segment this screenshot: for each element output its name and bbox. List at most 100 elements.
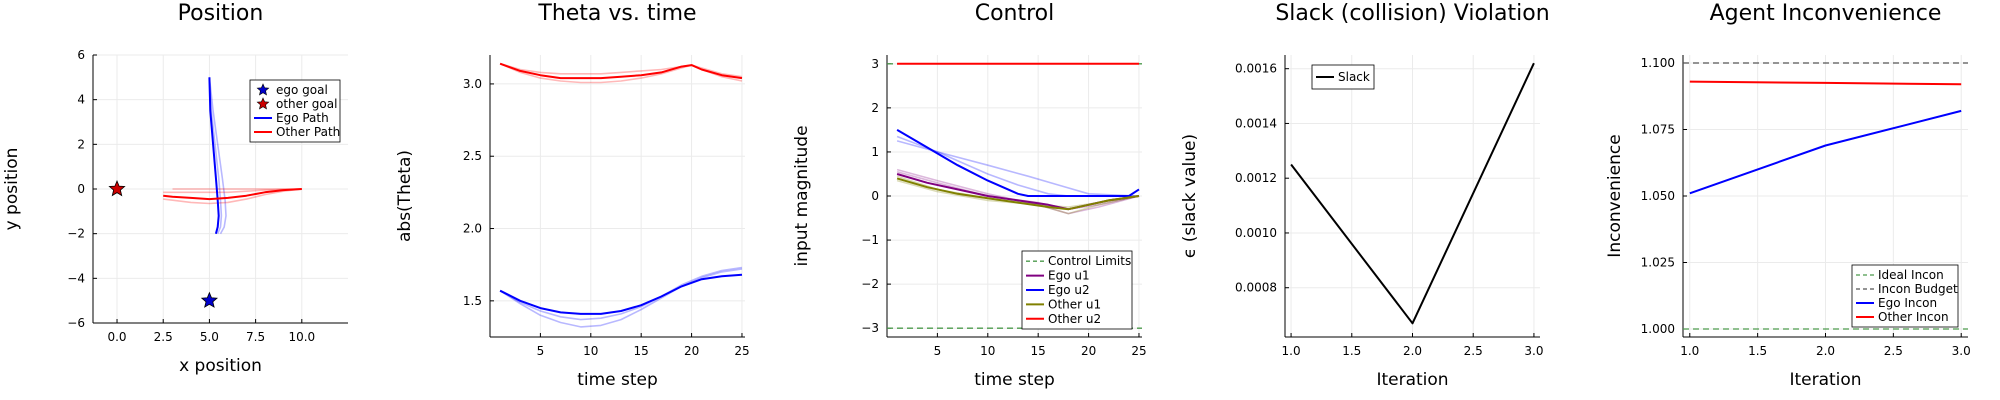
y-tick-label: 0: [77, 182, 85, 196]
y-tick-label: 0.0014: [1235, 116, 1277, 130]
y-tick-label: 0: [871, 189, 879, 203]
x-tick-label: 1.5: [1748, 344, 1767, 358]
legend-label: Control Limits: [1048, 254, 1131, 268]
y-axis-label: ϵ (slack value): [1180, 134, 1200, 258]
plot-area: [1683, 62, 1968, 330]
y-tick-label: 0.0008: [1235, 281, 1277, 295]
faint-series-line: [163, 188, 302, 205]
chart-title: Agent Inconvenience: [1710, 1, 1942, 26]
y-tick-label: 0.0012: [1235, 171, 1277, 185]
y-tick-label: −2: [861, 277, 879, 291]
chart-title: Slack (collision) Violation: [1275, 1, 1549, 26]
x-tick-label: 3.0: [1524, 344, 1543, 358]
x-tick-label: 7.5: [246, 330, 265, 344]
plot-area: [1290, 62, 1535, 325]
x-axis-label: time step: [577, 370, 658, 390]
x-tick-label: 1.0: [1680, 344, 1699, 358]
y-tick-label: −6: [67, 316, 85, 330]
chart-panel-1: 0.0 2.5 5.0 7.5 10.0 −6 −4 −2 0 2 4 6 Position x posi…: [2, 1, 348, 376]
faint-series-line: [896, 140, 1140, 197]
legend: Slack: [1311, 64, 1375, 90]
series-line-ego-path: [208, 77, 220, 234]
y-tick-label: 1.075: [1641, 122, 1675, 136]
x-tick-label: 5: [934, 344, 942, 358]
y-tick-label: 3.0: [463, 77, 482, 91]
series-line-ego-incon: [1689, 109, 1962, 195]
x-axis-label: Iteration: [1789, 370, 1861, 390]
faint-series-line: [499, 268, 743, 328]
x-tick-label: 20: [1081, 344, 1096, 358]
series-line-main: [499, 273, 743, 315]
chart-title: Control: [975, 1, 1055, 26]
faint-series-line: [163, 188, 302, 194]
y-tick-label: 1.025: [1641, 256, 1675, 270]
chart-panel-2: 5 10 15 20 25 1.5 2.0 2.5 3.0 Theta vs. time time …: [395, 1, 750, 390]
y-axis-label: input magnitude: [792, 125, 812, 266]
series-line-ego-u2: [896, 129, 1140, 197]
y-axis-label: Inconvenience: [1605, 134, 1625, 257]
y-tick-label: 1.050: [1641, 189, 1675, 203]
x-tick-label: 25: [1131, 344, 1146, 358]
y-tick-label: 4: [77, 93, 85, 107]
x-tick-label: 20: [684, 344, 699, 358]
x-tick-label: 10: [583, 344, 598, 358]
y-tick-label: 1.100: [1641, 56, 1675, 70]
x-tick-label: 2.0: [1816, 344, 1835, 358]
x-tick-label: 10: [980, 344, 995, 358]
legend-label: Ideal Incon: [1878, 268, 1944, 282]
point-marker-ego-goal: [200, 291, 218, 308]
chart-panel-4: 1.0 1.5 2.0 2.5 3.0 0.0008 0.0010 0.0012 0.0014 0…: [1180, 1, 1550, 390]
legend-label: Other u1: [1048, 297, 1101, 311]
y-tick-label: 2.5: [463, 149, 482, 163]
legend-label: Ego Path: [276, 111, 329, 125]
y-tick-label: −2: [67, 227, 85, 241]
legend-label: Other Path: [276, 125, 340, 139]
y-axis-label: y position: [2, 148, 22, 231]
y-tick-label: 1.000: [1641, 322, 1675, 336]
y-tick-label: 3: [871, 57, 879, 71]
legend-label: Incon Budget: [1878, 282, 1958, 296]
y-tick-label: 2.0: [463, 222, 482, 236]
y-tick-label: −1: [861, 233, 879, 247]
y-tick-label: −4: [67, 271, 85, 285]
faint-series-line: [208, 77, 223, 235]
x-tick-label: 25: [734, 344, 749, 358]
y-tick-label: 0.0016: [1235, 62, 1277, 76]
x-tick-label: 2.5: [1464, 344, 1483, 358]
series-line-other-incon: [1689, 80, 1962, 86]
x-tick-label: 2.5: [154, 330, 173, 344]
faint-series-line: [896, 135, 1139, 197]
y-tick-label: 0.0010: [1235, 226, 1277, 240]
legend-label: Other Incon: [1878, 310, 1949, 324]
x-tick-label: 0.0: [107, 330, 126, 344]
legend-label: ego goal: [276, 83, 328, 97]
point-marker-other-goal: [108, 179, 126, 197]
plot-area: [499, 62, 743, 328]
x-tick-label: 15: [1031, 344, 1046, 358]
legend-label: Slack: [1338, 70, 1370, 84]
chart-panel-5: 1.0 1.5 2.0 2.5 3.0 1.000 1.025 1.050 1.075 1.100…: [1605, 1, 1971, 390]
legend-label: Other u2: [1048, 312, 1101, 326]
legend-box: [1851, 264, 1959, 328]
x-tick-label: 5.0: [200, 330, 219, 344]
y-tick-label: 1: [871, 145, 879, 159]
series-line-main: [499, 62, 743, 80]
legend-label: Ego u1: [1048, 269, 1090, 283]
series-line-slack: [1290, 62, 1535, 325]
y-tick-label: 2: [77, 137, 85, 151]
y-tick-label: 1.5: [463, 294, 482, 308]
legend-label: other goal: [276, 97, 337, 111]
y-tick-label: 6: [77, 48, 85, 62]
series-line-other-path: [163, 188, 302, 201]
x-tick-label: 15: [634, 344, 649, 358]
x-tick-label: 1.5: [1342, 344, 1361, 358]
series-line-other-u1: [896, 177, 1140, 211]
x-tick-label: 1.0: [1282, 344, 1301, 358]
legend-label: Ego Incon: [1878, 296, 1937, 310]
legend-star-icon: [256, 83, 270, 96]
x-tick-label: 5: [537, 344, 545, 358]
chart-title: Theta vs. time: [537, 1, 696, 26]
x-axis-label: time step: [974, 370, 1055, 390]
